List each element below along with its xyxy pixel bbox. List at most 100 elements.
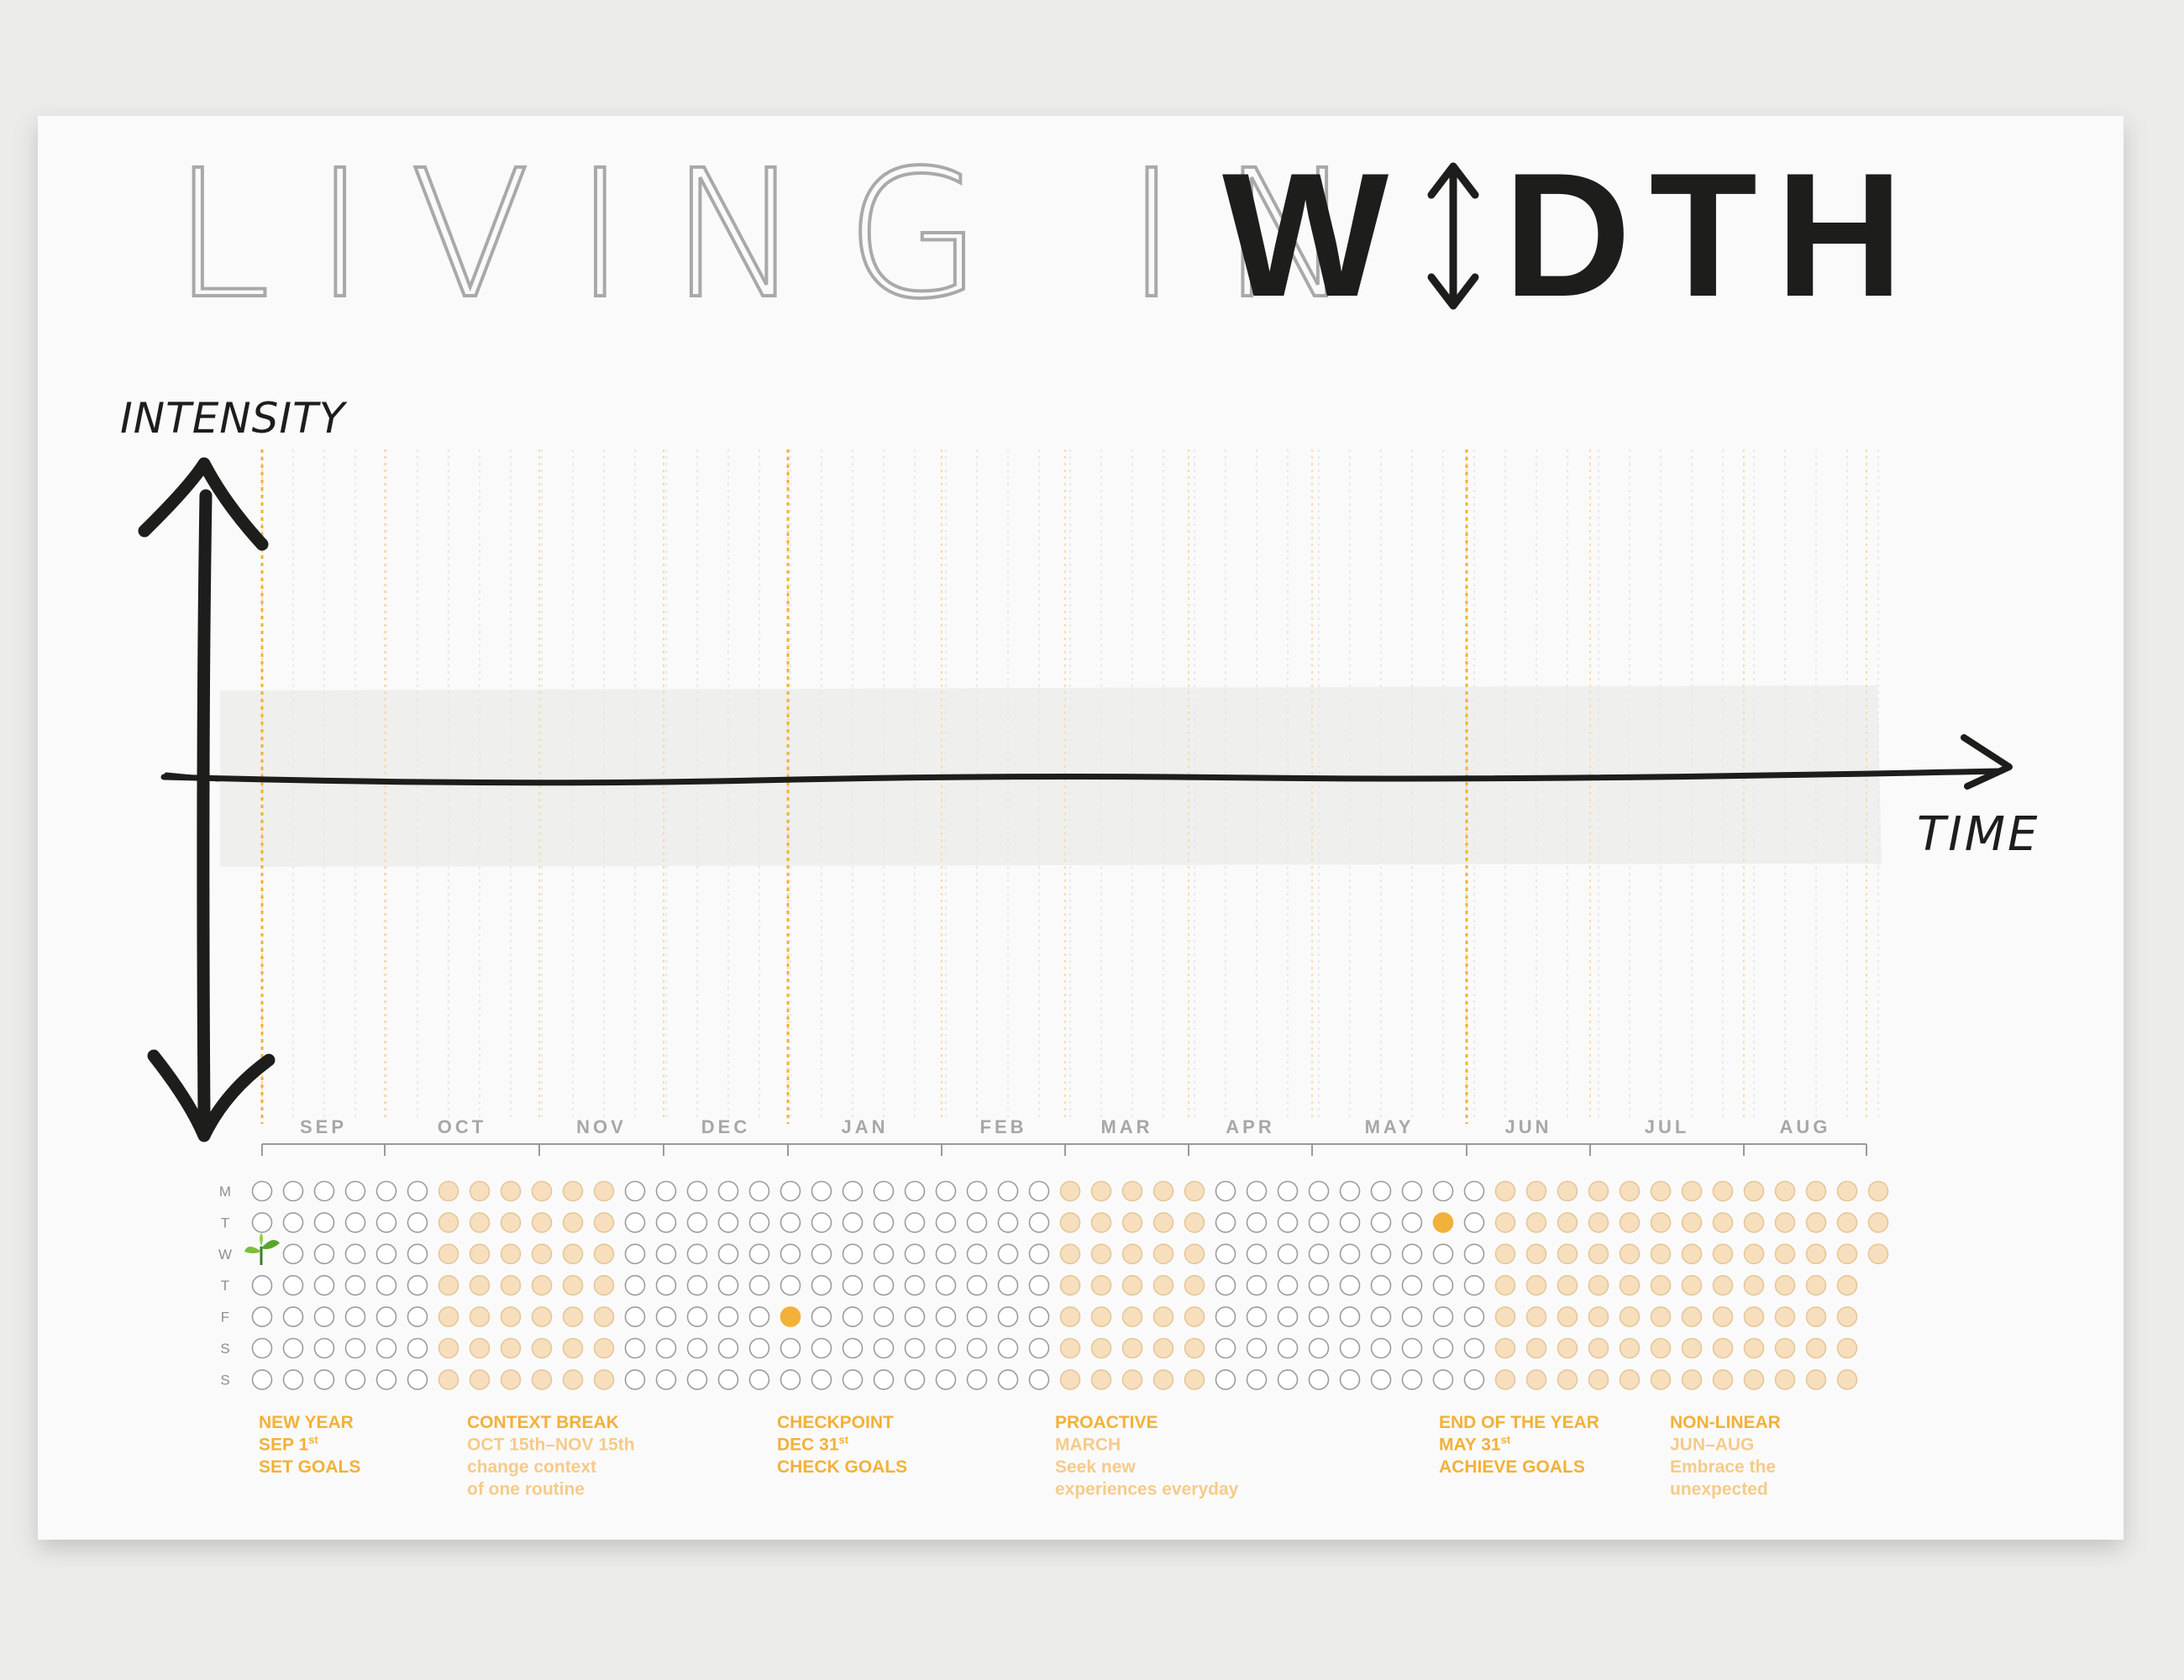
day-dot [251,1180,273,1202]
highlighted-day-dot [1525,1274,1547,1296]
highlighted-day-dot [562,1212,584,1233]
day-dot [1308,1306,1330,1327]
day-dot [313,1369,335,1390]
annotation-line: ACHIEVE GOALS [1439,1457,1585,1477]
day-dot [966,1243,988,1265]
highlighted-day-dot [1805,1212,1827,1233]
day-dot [935,1274,957,1296]
highlighted-day-dot [1152,1274,1174,1296]
day-dot [1246,1180,1268,1202]
day-dot [1028,1212,1050,1233]
day-dot [313,1274,335,1296]
day-dot [1463,1306,1485,1327]
highlighted-day-dot [531,1306,553,1327]
highlighted-day-dot [1681,1274,1703,1296]
day-dot [686,1243,708,1265]
annotation-line: DEC 31st [777,1434,849,1455]
highlighted-day-dot [469,1180,491,1202]
day-dot [624,1243,646,1265]
highlighted-day-dot [1681,1369,1703,1390]
day-dot [1215,1243,1236,1265]
highlighted-day-dot [1805,1337,1827,1359]
day-dot [686,1212,708,1233]
highlighted-day-dot [593,1337,615,1359]
day-dot [1246,1274,1268,1296]
day-dot [811,1243,832,1265]
day-dot [655,1180,677,1202]
month-label: AUG [1780,1116,1831,1137]
month-label: OCT [438,1116,486,1137]
week-gridlines [260,449,1879,1124]
day-dot [407,1180,428,1202]
highlighted-day-dot [1090,1274,1112,1296]
highlighted-day-dot [1774,1306,1796,1327]
month-label: SEP [300,1116,347,1137]
highlighted-day-dot [1588,1369,1609,1390]
month-label: JUL [1645,1116,1690,1137]
highlighted-day-dot [1681,1337,1703,1359]
day-dot [1432,1306,1454,1327]
day-dot [282,1369,304,1390]
highlighted-day-dot [1774,1180,1796,1202]
day-dot [935,1180,957,1202]
weekday-label: W [218,1247,232,1263]
highlighted-day-dot [1743,1369,1765,1390]
highlighted-day-dot [500,1337,522,1359]
highlighted-day-dot [1525,1337,1547,1359]
highlighted-day-dot [1743,1306,1765,1327]
highlighted-day-dot [1525,1243,1547,1265]
day-dot [748,1369,770,1390]
weekday-label: S [220,1372,229,1388]
day-dot [686,1306,708,1327]
day-dot [1277,1180,1299,1202]
annotation-line: MARCH [1055,1436,1121,1455]
day-dot [1370,1180,1392,1202]
highlighted-day-dot [1494,1243,1516,1265]
day-dot [407,1212,428,1233]
day-dot [748,1212,770,1233]
day-dot [1028,1306,1050,1327]
month-scale: SEP OCT NOV DEC JAN FEB MAR APR MAY JUN JUL AUG [261,1116,1867,1156]
day-dot [966,1369,988,1390]
day-dot [282,1306,304,1327]
day-dot [375,1180,397,1202]
highlighted-day-dot [1805,1243,1827,1265]
highlighted-day-dot [1588,1306,1609,1327]
intensity-axis [138,457,276,1142]
day-dot [842,1274,864,1296]
day-dot [1401,1369,1423,1390]
highlighted-day-dot [1557,1369,1578,1390]
weekday-label: T [221,1278,229,1294]
day-dot [904,1337,926,1359]
day-dot [1463,1243,1485,1265]
annotation-line: CHECK GOALS [777,1457,907,1477]
day-dot [655,1212,677,1233]
highlighted-day-dot [593,1369,615,1390]
day-dot [935,1306,957,1327]
highlighted-day-dot [1836,1306,1858,1327]
day-dot [873,1337,895,1359]
day-dot [1370,1212,1392,1233]
day-dot [811,1274,832,1296]
day-dot [1246,1369,1268,1390]
day-dot [1308,1180,1330,1202]
highlighted-day-dot [1059,1337,1081,1359]
day-dot [1308,1243,1330,1265]
highlighted-day-dot [1650,1369,1672,1390]
highlighted-day-dot [1712,1180,1734,1202]
day-dot [686,1180,708,1202]
day-dot [1339,1369,1361,1390]
day-dot [935,1212,957,1233]
day-dot [1432,1243,1454,1265]
day-dot [407,1274,428,1296]
day-dot [1370,1306,1392,1327]
day-dot [717,1369,739,1390]
highlighted-day-dot [1650,1212,1672,1233]
highlighted-day-dot [1712,1243,1734,1265]
highlighted-day-dot [1650,1274,1672,1296]
annotation-line: experiences everyday [1055,1480,1239,1499]
day-dot [935,1243,957,1265]
day-dot [1463,1369,1485,1390]
highlighted-day-dot [1152,1212,1174,1233]
